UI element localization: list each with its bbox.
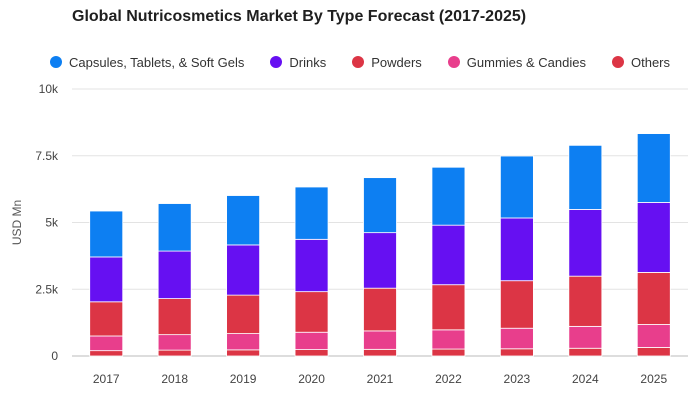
bar-segment-others-2019[interactable] [226, 349, 261, 357]
bars [89, 133, 671, 357]
legend-swatch-drinks [270, 56, 283, 68]
x-tick-labels: 2017 2018 2019 2020 2021 2022 2023 2024 2025 [93, 372, 668, 386]
chart-legend: Capsules, Tablets, & Soft Gels Drinks Po… [50, 53, 696, 71]
bar-segment-powders-2021[interactable] [363, 287, 397, 332]
bar-segment-gummies-candies-2023[interactable] [499, 327, 534, 350]
bar-segment-others-2025[interactable] [636, 347, 671, 357]
legend-label-others: Others [631, 54, 671, 70]
x-tick-label: 2020 [298, 372, 325, 386]
bar-segment-powders-2022[interactable] [431, 284, 466, 331]
bar-segment-powders-2017[interactable] [89, 301, 124, 337]
bar-segment-powders-2020[interactable] [294, 291, 329, 333]
legend-item-powders[interactable]: Powders [352, 55, 422, 70]
legend-swatch-capsules [50, 56, 62, 68]
legend-label-drinks: Drinks [289, 54, 327, 70]
bar-segment-gummies-candies-2021[interactable] [363, 330, 397, 350]
legend-label-gummies: Gummies & Candies [466, 54, 586, 70]
bar-segment-others-2017[interactable] [89, 350, 124, 357]
bar-segment-others-2022[interactable] [431, 348, 466, 357]
bar-segment-capsules-tablets-soft-gels-2024[interactable] [568, 144, 603, 210]
x-tick-label: 2024 [572, 372, 599, 386]
x-tick-label: 2025 [640, 372, 667, 386]
bar-segment-gummies-candies-2017[interactable] [89, 335, 124, 352]
legend-item-drinks[interactable]: Drinks [270, 55, 326, 70]
bar-segment-capsules-tablets-soft-gels-2023[interactable] [499, 155, 534, 219]
bar-segment-gummies-candies-2019[interactable] [226, 333, 261, 351]
chart-title: Global Nutricosmetics Market By Type For… [72, 8, 527, 25]
bar-segment-powders-2023[interactable] [499, 280, 534, 329]
bar-segment-gummies-candies-2022[interactable] [431, 329, 466, 350]
legend-item-others[interactable]: Others [612, 55, 670, 70]
bar-segment-capsules-tablets-soft-gels-2022[interactable] [431, 166, 466, 226]
bar-segment-others-2023[interactable] [499, 348, 534, 357]
bar-segment-drinks-2017[interactable] [89, 256, 124, 303]
y-tick-label: 2.5k [35, 282, 59, 296]
bar-segment-drinks-2018[interactable] [157, 250, 192, 299]
bar-segment-powders-2025[interactable] [636, 272, 671, 325]
y-tick-label: 0 [51, 349, 58, 363]
y-tick-label: 7.5k [35, 149, 59, 163]
bar-segment-others-2024[interactable] [568, 347, 603, 357]
bar-segment-drinks-2021[interactable] [363, 232, 397, 289]
bar-segment-capsules-tablets-soft-gels-2020[interactable] [294, 186, 329, 240]
bar-segment-gummies-candies-2024[interactable] [568, 325, 603, 349]
bar-segment-powders-2024[interactable] [568, 275, 603, 327]
legend-item-gummies[interactable]: Gummies & Candies [447, 54, 586, 70]
x-tick-label: 2019 [230, 372, 257, 386]
bar-segment-drinks-2024[interactable] [568, 209, 603, 277]
legend-label-powders: Powders [371, 54, 422, 70]
bar-segment-others-2018[interactable] [157, 349, 192, 357]
x-tick-label: 2017 [93, 372, 120, 386]
bar-segment-drinks-2023[interactable] [499, 217, 534, 282]
bar-segment-powders-2019[interactable] [226, 294, 261, 334]
bar-segment-drinks-2020[interactable] [294, 238, 329, 293]
y-axis-label: USD Mn [10, 200, 24, 245]
bar-segment-drinks-2019[interactable] [226, 244, 261, 296]
bar-segment-powders-2018[interactable] [157, 298, 192, 336]
y-tick-labels: 0 2.5k 5k 7.5k 10k [35, 82, 59, 363]
x-tick-label: 2018 [161, 372, 188, 386]
y-tick-label: 10k [39, 82, 59, 96]
x-tick-label: 2022 [435, 372, 462, 386]
bar-segment-others-2020[interactable] [294, 349, 329, 357]
bar-segment-capsules-tablets-soft-gels-2025[interactable] [636, 133, 671, 203]
bar-segment-capsules-tablets-soft-gels-2019[interactable] [226, 195, 261, 246]
bar-segment-gummies-candies-2020[interactable] [294, 331, 329, 350]
legend-swatch-others [612, 56, 624, 68]
y-tick-label: 5k [45, 216, 59, 230]
bar-segment-gummies-candies-2018[interactable] [157, 334, 192, 351]
bar-segment-others-2021[interactable] [363, 348, 397, 357]
bar-segment-capsules-tablets-soft-gels-2018[interactable] [157, 203, 192, 252]
x-tick-label: 2023 [504, 372, 531, 386]
bar-segment-drinks-2025[interactable] [636, 202, 671, 273]
legend-swatch-powders [352, 56, 365, 68]
bar-segment-capsules-tablets-soft-gels-2021[interactable] [363, 177, 397, 234]
x-tick-label: 2021 [367, 372, 394, 386]
bar-segment-drinks-2022[interactable] [431, 224, 466, 286]
legend-item-capsules[interactable]: Capsules, Tablets, & Soft Gels [50, 55, 244, 70]
legend-swatch-gummies [447, 56, 460, 68]
legend-label-capsules: Capsules, Tablets, & Soft Gels [69, 54, 245, 70]
bar-segment-gummies-candies-2025[interactable] [636, 324, 671, 348]
bar-segment-capsules-tablets-soft-gels-2017[interactable] [89, 210, 124, 258]
